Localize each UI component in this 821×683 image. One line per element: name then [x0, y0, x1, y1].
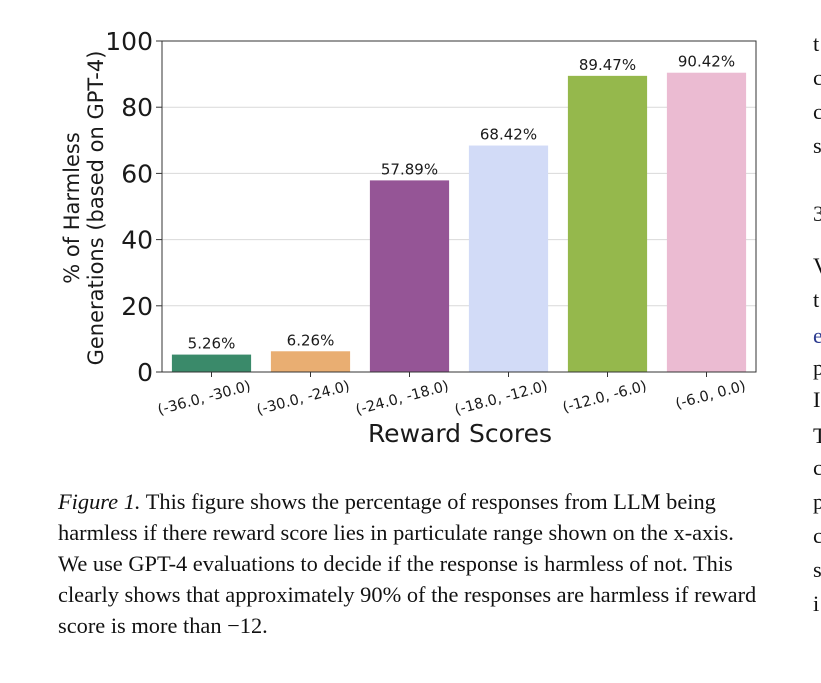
x-tick-label: (-6.0, 0.0) [674, 378, 748, 412]
y-tick-label: 0 [137, 358, 153, 387]
y-tick-label: 60 [121, 159, 153, 188]
caption-text: This figure shows the percentage of resp… [58, 489, 757, 638]
y-tick-label: 20 [121, 292, 153, 321]
bar-value-label: 90.42% [678, 53, 735, 71]
bar-value-label: 6.26% [287, 331, 335, 349]
side-column-char: c [813, 523, 821, 548]
side-column-char: t [813, 287, 820, 312]
side-column-char: 3 [813, 201, 821, 226]
side-column-char: c [813, 455, 821, 480]
side-column-char: p [813, 355, 821, 380]
side-column-char: T [813, 423, 821, 448]
side-column-char: e [813, 323, 821, 348]
side-column-char: t [813, 31, 820, 56]
bar [567, 75, 648, 372]
x-tick-label: (-30.0, -24.0) [255, 378, 351, 418]
side-column-char: i [813, 591, 820, 616]
bar-value-label: 57.89% [381, 160, 438, 178]
bar [369, 180, 450, 372]
side-column-char: c [813, 65, 821, 90]
gridlines [162, 106, 756, 307]
plot-frame [161, 40, 757, 373]
x-tick-label: (-36.0, -30.0) [156, 378, 252, 418]
y-tick-label: 100 [105, 27, 153, 56]
side-column-char: s [813, 557, 821, 582]
bar [666, 72, 747, 372]
bar-value-label: 5.26% [188, 335, 236, 353]
caption-label: Figure 1. [58, 489, 141, 514]
x-axis-ticks: (-36.0, -30.0) (-30.0, -24.0) (-24.0, -18.… [156, 372, 748, 419]
side-column-char: c [813, 99, 821, 124]
side-column-char: I [813, 387, 821, 412]
y-axis-label-line1: % of Harmless [60, 132, 84, 284]
y-tick-label: 80 [121, 93, 153, 122]
bar-value-label: 89.47% [579, 56, 636, 74]
y-axis-label-line2: Generations (based on GPT-4) [84, 51, 108, 366]
bar-value-labels: 5.26% 6.26% 57.89% 68.42% 89.47% 90.42% [188, 53, 735, 353]
figure-caption: Figure 1. This figure shows the percenta… [58, 486, 766, 641]
x-axis-label: Reward Scores [368, 419, 552, 448]
bar-value-label: 68.42% [480, 126, 537, 144]
side-column-char: s [813, 133, 821, 158]
bar [468, 145, 549, 372]
side-column-char: p [813, 489, 821, 514]
bar [270, 351, 351, 372]
bar-chart: 5.26% 6.26% 57.89% 68.42% 89.47% 90.42% 0 20 40… [60, 27, 757, 448]
y-axis-ticks: 0 20 40 60 80 100 [105, 27, 162, 387]
bar [171, 354, 252, 372]
x-tick-label: (-18.0, -12.0) [453, 378, 549, 418]
x-tick-label: (-24.0, -18.0) [354, 378, 450, 418]
bars [171, 72, 747, 372]
y-tick-label: 40 [121, 226, 153, 255]
x-tick-label: (-12.0, -6.0) [561, 378, 649, 416]
side-column-char: V [813, 253, 821, 279]
